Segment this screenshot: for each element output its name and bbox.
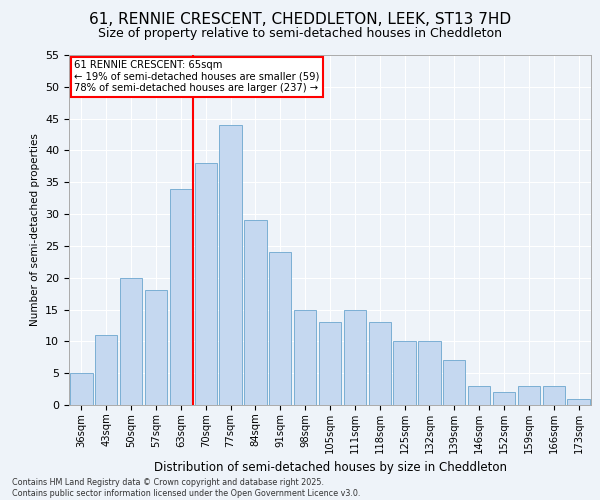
Bar xyxy=(394,342,416,405)
Bar xyxy=(120,278,142,405)
Bar xyxy=(568,398,590,405)
Bar xyxy=(418,342,440,405)
Bar xyxy=(220,125,242,405)
Text: Contains HM Land Registry data © Crown copyright and database right 2025.
Contai: Contains HM Land Registry data © Crown c… xyxy=(12,478,361,498)
Text: 61, RENNIE CRESCENT, CHEDDLETON, LEEK, ST13 7HD: 61, RENNIE CRESCENT, CHEDDLETON, LEEK, S… xyxy=(89,12,511,28)
Bar xyxy=(468,386,490,405)
Bar xyxy=(493,392,515,405)
Bar xyxy=(368,322,391,405)
Bar xyxy=(269,252,292,405)
Bar xyxy=(294,310,316,405)
Text: Size of property relative to semi-detached houses in Cheddleton: Size of property relative to semi-detach… xyxy=(98,28,502,40)
Bar xyxy=(542,386,565,405)
Bar xyxy=(518,386,540,405)
Bar xyxy=(244,220,266,405)
Y-axis label: Number of semi-detached properties: Number of semi-detached properties xyxy=(29,134,40,326)
X-axis label: Distribution of semi-detached houses by size in Cheddleton: Distribution of semi-detached houses by … xyxy=(154,462,506,474)
Bar xyxy=(319,322,341,405)
Bar xyxy=(344,310,366,405)
Bar xyxy=(145,290,167,405)
Bar xyxy=(194,163,217,405)
Bar xyxy=(170,188,192,405)
Bar xyxy=(443,360,466,405)
Bar xyxy=(95,335,118,405)
Bar xyxy=(70,373,92,405)
Text: 61 RENNIE CRESCENT: 65sqm
← 19% of semi-detached houses are smaller (59)
78% of : 61 RENNIE CRESCENT: 65sqm ← 19% of semi-… xyxy=(74,60,320,94)
